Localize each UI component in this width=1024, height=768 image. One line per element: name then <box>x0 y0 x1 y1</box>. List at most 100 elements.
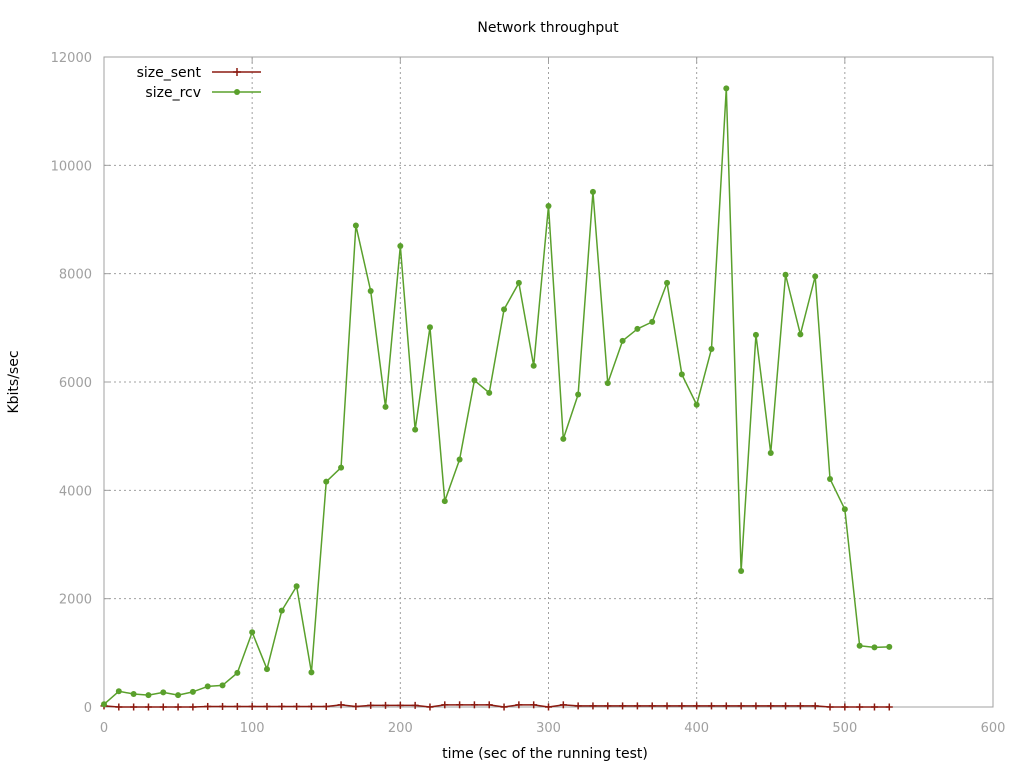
legend-label-size-sent: size_sent <box>137 65 202 81</box>
data-point-size-rcv <box>456 456 463 463</box>
legend-marker-size-sent <box>233 68 241 76</box>
data-point-size-rcv <box>723 85 730 92</box>
data-point-size-sent <box>678 702 686 710</box>
data-point-size-rcv <box>160 689 167 696</box>
data-point-size-rcv <box>219 682 226 689</box>
data-point-size-rcv <box>189 688 196 695</box>
data-point-size-sent <box>870 703 878 711</box>
data-point-size-sent <box>885 703 893 711</box>
y-axis-ticks: 0 2000 4000 6000 8000 10000 12000 <box>51 51 993 716</box>
series-size-sent <box>100 701 893 711</box>
data-point-size-sent <box>115 703 123 711</box>
data-point-size-rcv <box>263 666 270 673</box>
data-point-size-rcv <box>515 279 522 286</box>
data-point-size-rcv <box>338 464 345 471</box>
data-point-size-rcv <box>856 642 863 649</box>
data-point-size-rcv <box>397 243 404 250</box>
data-point-size-sent <box>441 701 449 709</box>
data-point-size-sent <box>500 703 508 711</box>
data-point-size-rcv <box>530 362 537 369</box>
y-tick-label: 8000 <box>59 268 92 283</box>
series-line-size-rcv <box>103 87 890 705</box>
data-point-size-rcv <box>471 377 478 384</box>
data-point-size-rcv <box>412 426 419 433</box>
data-point-size-rcv <box>634 325 641 332</box>
data-point-size-sent <box>130 703 138 711</box>
data-point-size-sent <box>307 702 315 710</box>
data-point-size-sent <box>278 702 286 710</box>
data-point-size-rcv <box>575 391 582 398</box>
data-point-size-sent <box>485 701 493 709</box>
data-point-size-rcv <box>204 683 211 690</box>
legend-item-size-sent: size_sent <box>137 65 261 81</box>
data-point-size-sent <box>248 702 256 710</box>
data-point-size-rcv <box>841 506 848 513</box>
data-point-size-sent <box>174 703 182 711</box>
data-point-size-rcv <box>501 306 508 313</box>
data-point-size-rcv <box>115 688 122 695</box>
data-point-size-sent <box>545 703 552 711</box>
data-point-size-rcv <box>589 188 596 195</box>
data-point-size-sent <box>515 701 523 709</box>
y-tick-label: 2000 <box>59 593 92 608</box>
data-point-size-rcv <box>767 449 774 456</box>
data-point-size-sent <box>574 702 582 710</box>
legend: size_sent size_rcv <box>137 65 261 101</box>
data-point-size-sent <box>396 701 404 709</box>
data-point-size-sent <box>204 702 212 710</box>
data-point-size-rcv <box>426 324 433 331</box>
data-point-size-rcv <box>782 271 789 278</box>
data-point-size-rcv <box>293 583 300 590</box>
data-point-size-sent <box>456 701 464 709</box>
data-point-size-sent <box>811 702 819 710</box>
y-tick-label: 4000 <box>59 484 92 499</box>
data-point-size-rcv <box>752 331 759 338</box>
data-point-size-sent <box>530 701 538 709</box>
data-point-size-rcv <box>352 222 359 229</box>
data-point-size-sent <box>219 702 227 710</box>
y-tick-label: 10000 <box>51 159 92 174</box>
y-tick-label: 6000 <box>59 376 92 391</box>
legend-marker-size-rcv <box>234 89 240 95</box>
data-point-size-sent <box>604 702 612 710</box>
data-point-size-sent <box>752 702 760 710</box>
x-tick-label: 300 <box>536 721 561 736</box>
data-point-size-sent <box>559 701 567 709</box>
x-tick-label: 100 <box>240 721 265 736</box>
data-point-size-rcv <box>678 371 685 378</box>
grid-lines <box>104 57 993 707</box>
data-point-size-rcv <box>871 644 878 651</box>
data-point-size-rcv <box>693 401 700 408</box>
data-point-size-sent <box>841 703 849 711</box>
data-point-size-sent <box>663 702 671 710</box>
data-point-size-rcv <box>604 380 611 387</box>
chart-title: Network throughput <box>477 20 619 36</box>
legend-item-size-rcv: size_rcv <box>145 85 261 101</box>
x-tick-label: 400 <box>684 721 709 736</box>
data-point-size-rcv <box>367 288 374 294</box>
data-point-size-rcv <box>130 691 137 697</box>
data-point-size-rcv <box>886 643 893 650</box>
data-point-size-sent <box>856 703 864 711</box>
x-tick-label: 600 <box>981 721 1006 736</box>
data-point-size-sent <box>322 702 330 710</box>
data-point-size-rcv <box>560 435 567 442</box>
data-point-size-sent <box>648 702 656 710</box>
data-point-size-sent <box>233 702 241 710</box>
data-point-size-sent <box>796 702 804 710</box>
data-point-size-sent <box>782 702 790 710</box>
data-point-size-sent <box>589 702 597 710</box>
data-point-size-sent <box>411 701 419 709</box>
data-point-size-sent <box>737 702 745 710</box>
data-point-size-sent <box>633 702 641 710</box>
x-axis-label: time (sec of the running test) <box>442 746 648 762</box>
data-point-size-sent <box>382 701 390 709</box>
data-point-size-sent <box>826 703 834 711</box>
y-tick-label: 0 <box>84 701 92 716</box>
data-point-size-rcv <box>101 701 107 708</box>
data-point-size-rcv <box>234 669 241 676</box>
data-point-size-rcv <box>486 389 493 396</box>
y-axis-label: Kbits/sec <box>6 350 22 413</box>
data-point-size-sent <box>470 701 478 709</box>
x-tick-label: 0 <box>100 721 108 736</box>
